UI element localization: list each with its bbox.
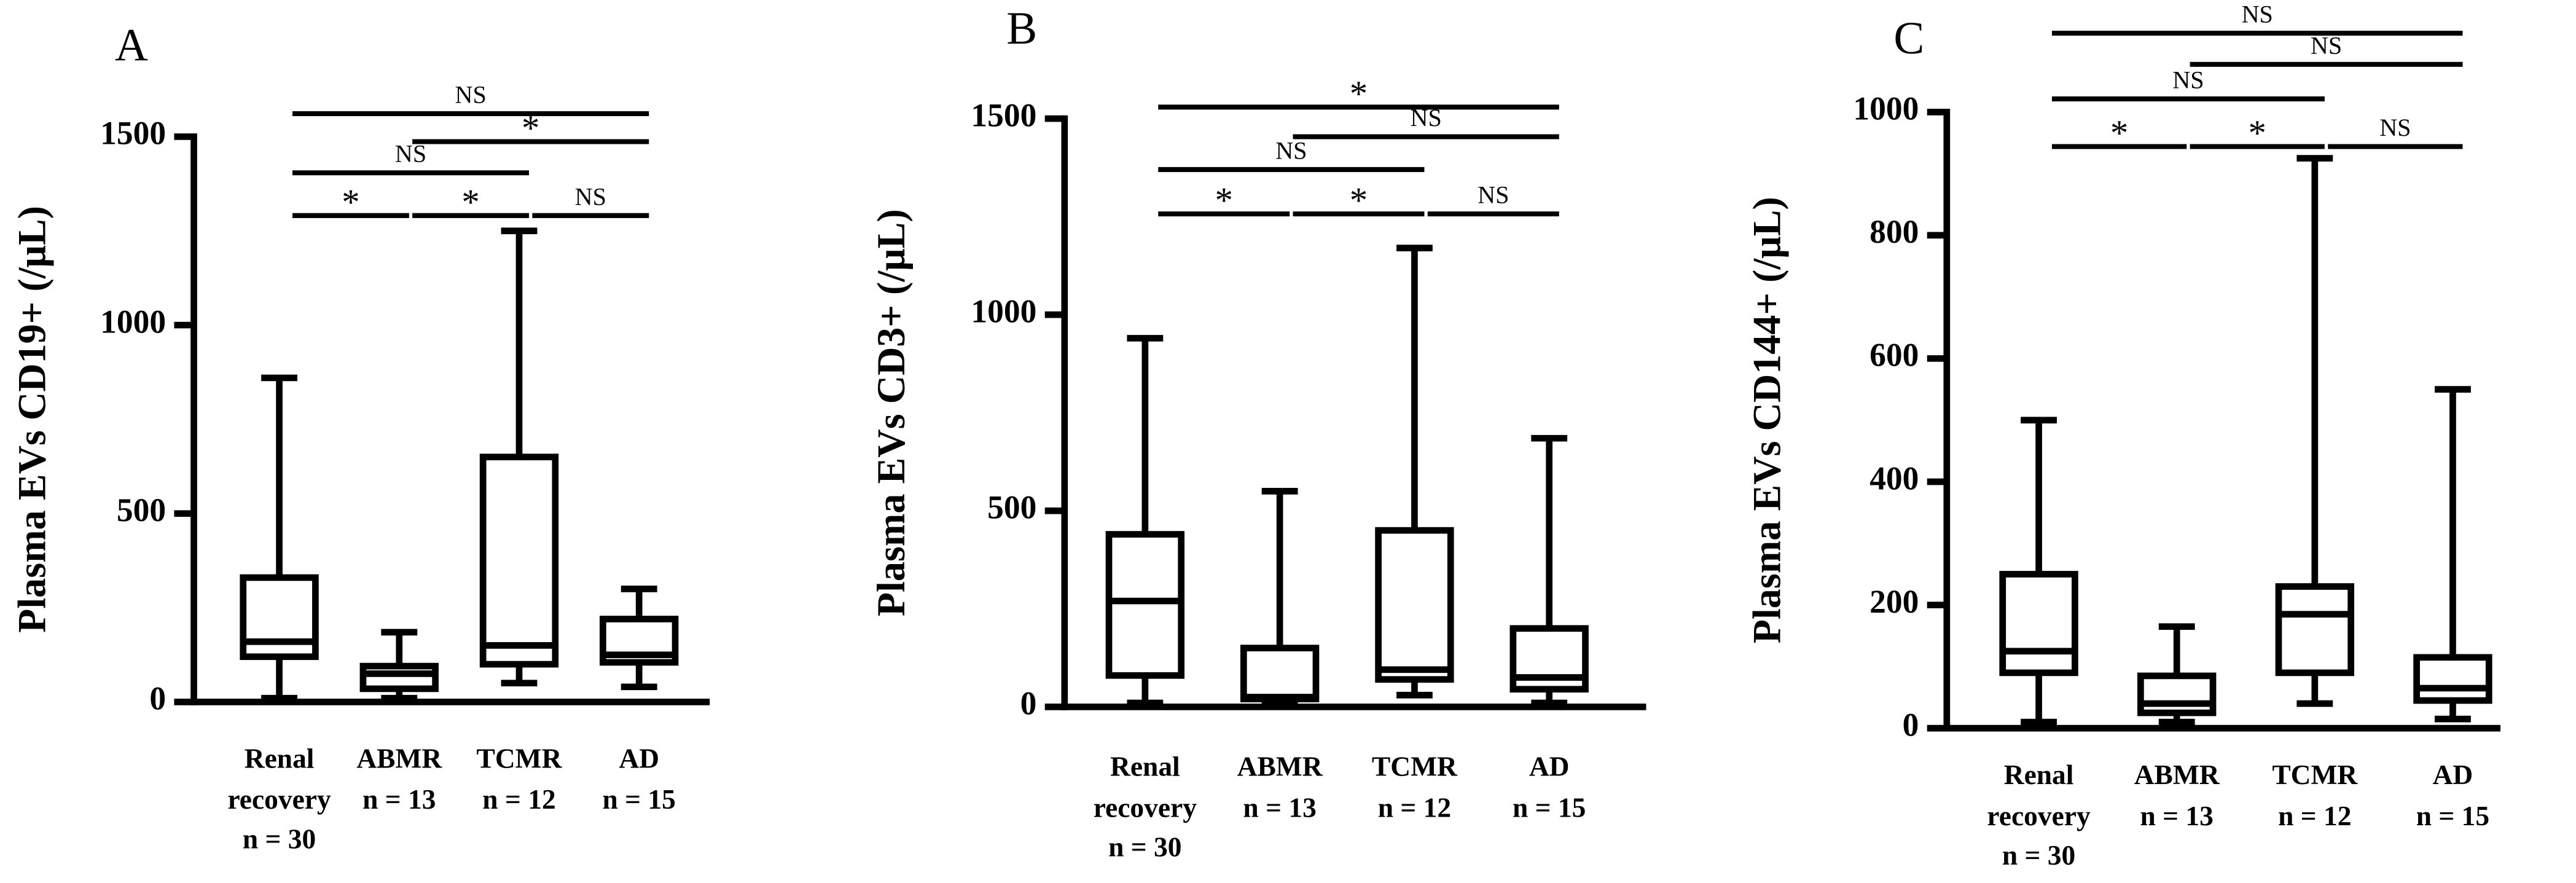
category-label-box: AD n = 15 bbox=[1467, 748, 1631, 829]
panel-label: C bbox=[1893, 13, 1924, 64]
significance-label: NS bbox=[455, 80, 486, 108]
y-axis-label: Plasma EVs CD3+ (/μL) bbox=[869, 209, 913, 616]
category-label: ABMR bbox=[356, 743, 442, 775]
category-label: TCMR bbox=[1371, 751, 1457, 783]
sample-size-label: n = 13 bbox=[1243, 791, 1317, 823]
significance-label: NS bbox=[2379, 114, 2411, 141]
significance-label: * bbox=[461, 182, 479, 222]
significance-label: * bbox=[1350, 74, 1368, 114]
category-label: AD bbox=[619, 743, 660, 775]
y-tick-label: 1500 bbox=[100, 115, 166, 152]
significance-label: * bbox=[2110, 113, 2128, 153]
category-label: TCMR bbox=[2272, 759, 2358, 791]
y-tick-label: 400 bbox=[1869, 460, 1919, 496]
y-tick-label: 1000 bbox=[100, 303, 166, 340]
category-label-box: Renal recovery n = 30 bbox=[1957, 756, 2121, 878]
category-label-group: Renal recovery n = 30 bbox=[1957, 756, 2121, 878]
category-label: AD bbox=[2432, 759, 2473, 791]
y-tick-label: 0 bbox=[1903, 706, 1919, 743]
significance-label: * bbox=[2249, 113, 2266, 153]
y-tick-label: 0 bbox=[149, 680, 166, 717]
category-label: ABMR bbox=[1237, 751, 1323, 783]
category-label-box: AD n = 15 bbox=[2371, 756, 2535, 838]
significance-label: NS bbox=[2242, 0, 2273, 28]
category-label-box: ABMR n = 13 bbox=[1197, 748, 1361, 829]
sample-size-label: n = 12 bbox=[1377, 791, 1452, 823]
category-label: Renal recovery bbox=[1987, 759, 2091, 831]
significance-label: NS bbox=[2311, 31, 2342, 59]
category-label-group: ABMR n = 13 bbox=[317, 740, 481, 821]
box bbox=[2413, 654, 2492, 704]
significance-label: NS bbox=[1275, 136, 1307, 164]
y-tick-label: 0 bbox=[1020, 685, 1037, 722]
category-label-group: AD n = 15 bbox=[2371, 756, 2535, 838]
category-label-group: AD n = 15 bbox=[1467, 748, 1631, 829]
sample-size-label: n = 30 bbox=[2002, 840, 2076, 872]
box bbox=[1105, 531, 1185, 679]
panel-label: B bbox=[1006, 3, 1037, 54]
significance-label: * bbox=[1350, 181, 1368, 221]
sample-size-label: n = 30 bbox=[1108, 832, 1182, 864]
box bbox=[1375, 527, 1454, 683]
category-label-group: AD n = 15 bbox=[557, 740, 721, 821]
category-label-group: TCMR n = 12 bbox=[2233, 756, 2397, 838]
category-label-box: TCMR n = 12 bbox=[437, 740, 601, 821]
category-label-box: Renal recovery n = 30 bbox=[197, 740, 361, 861]
y-tick-label: 500 bbox=[117, 492, 166, 528]
box bbox=[1999, 571, 2078, 677]
category-label-box: Renal recovery n = 30 bbox=[1063, 748, 1227, 869]
significance-label: NS bbox=[1478, 181, 1509, 209]
sample-size-label: n = 15 bbox=[1512, 791, 1586, 823]
significance-label: NS bbox=[2172, 66, 2204, 93]
significance-label: * bbox=[1215, 181, 1232, 221]
category-label-box: ABMR n = 13 bbox=[317, 740, 481, 821]
category-label: ABMR bbox=[2134, 759, 2220, 791]
y-axis-label: Plasma EVs CD19+ (/μL) bbox=[10, 206, 54, 633]
category-label-group: ABMR n = 13 bbox=[2094, 756, 2258, 838]
category-label-group: ABMR n = 13 bbox=[1197, 748, 1361, 829]
sample-size-label: n = 15 bbox=[602, 783, 676, 815]
category-label-box: AD n = 15 bbox=[557, 740, 721, 821]
y-tick-label: 1000 bbox=[971, 292, 1036, 329]
category-label-group: TCMR n = 12 bbox=[1333, 748, 1497, 829]
sample-size-label: n = 15 bbox=[2416, 799, 2490, 831]
category-label-box: TCMR n = 12 bbox=[1333, 748, 1497, 829]
category-label-group: TCMR n = 12 bbox=[437, 740, 601, 821]
category-label: TCMR bbox=[476, 743, 562, 775]
sample-size-label: n = 13 bbox=[362, 783, 436, 815]
y-tick-label: 500 bbox=[987, 489, 1036, 526]
sample-size-label: n = 13 bbox=[2140, 799, 2214, 831]
significance-label: NS bbox=[395, 140, 426, 168]
y-tick-label: 1500 bbox=[971, 96, 1036, 133]
sample-size-label: n = 12 bbox=[2278, 799, 2352, 831]
category-label-box: TCMR n = 12 bbox=[2233, 756, 2397, 838]
sample-size-label: n = 12 bbox=[482, 783, 556, 815]
box bbox=[359, 662, 439, 693]
significance-label: NS bbox=[575, 182, 606, 210]
y-tick-label: 600 bbox=[1869, 337, 1919, 374]
y-tick-label: 200 bbox=[1869, 583, 1919, 620]
category-label-group: Renal recovery n = 30 bbox=[1063, 748, 1227, 869]
box bbox=[1240, 645, 1320, 702]
category-label-box: ABMR n = 13 bbox=[2094, 756, 2258, 838]
box bbox=[2137, 672, 2217, 716]
sample-size-label: n = 30 bbox=[242, 823, 316, 855]
category-label: Renal recovery bbox=[227, 743, 331, 815]
category-label: Renal recovery bbox=[1093, 751, 1197, 823]
y-axis-label: Plasma EVs CD144+ (/μL) bbox=[1745, 197, 1788, 643]
panel-label: A bbox=[115, 20, 148, 71]
significance-label: * bbox=[342, 182, 359, 222]
box bbox=[2275, 583, 2354, 677]
y-tick-label: 1000 bbox=[1853, 90, 1919, 127]
y-tick-label: 800 bbox=[1869, 213, 1919, 250]
box bbox=[479, 453, 559, 668]
category-label: AD bbox=[1529, 751, 1570, 783]
category-label-group: Renal recovery n = 30 bbox=[197, 740, 361, 861]
